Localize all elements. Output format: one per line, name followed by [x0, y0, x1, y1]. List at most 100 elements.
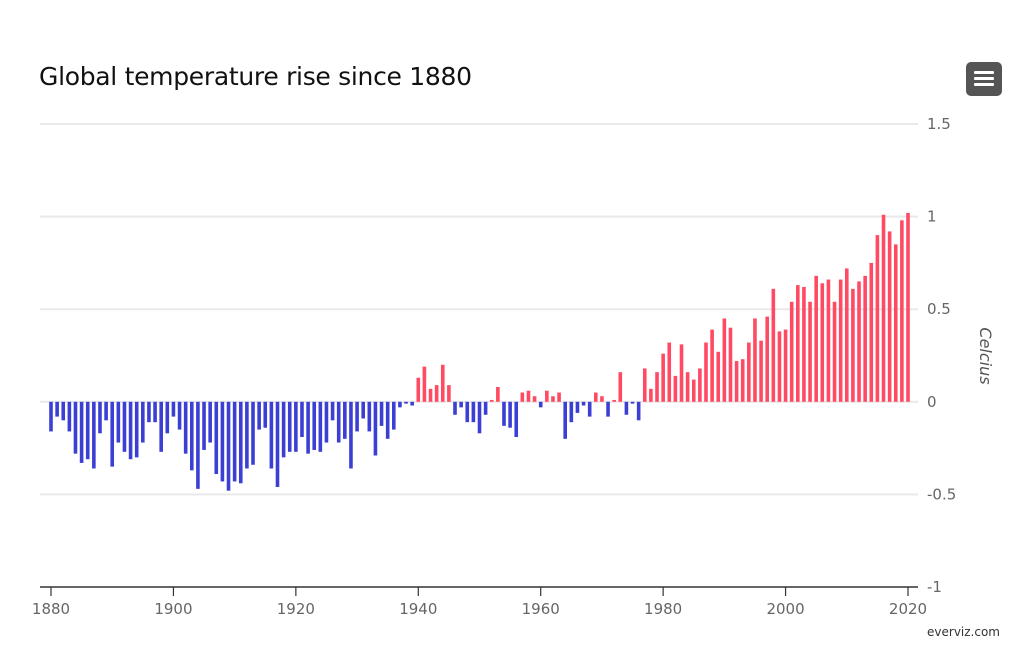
x-tick-label: 1960 — [522, 600, 560, 618]
bar-1979 — [655, 372, 659, 402]
bar-1963 — [557, 392, 561, 402]
bar-2007 — [826, 279, 831, 402]
bar-1923 — [312, 401, 317, 450]
bar-1897 — [153, 401, 157, 423]
bar-1962 — [551, 396, 555, 402]
bar-2009 — [838, 279, 843, 402]
hamburger-menu-icon — [974, 71, 994, 74]
bar-1883 — [67, 401, 72, 432]
bar-1933 — [373, 401, 378, 456]
bar-1882 — [61, 401, 66, 421]
bar-2004 — [808, 301, 812, 402]
bar-1995 — [753, 318, 757, 402]
bar-2005 — [814, 275, 818, 402]
bar-1920 — [294, 401, 298, 452]
bar-2001 — [789, 301, 794, 402]
bar-2010 — [844, 268, 849, 402]
y-tick-label: 1.5 — [927, 115, 951, 133]
bar-1890 — [110, 401, 115, 467]
x-tick-label: 2020 — [889, 600, 927, 618]
bar-1954 — [502, 401, 506, 426]
bar-1957 — [520, 392, 525, 402]
bar-2003 — [802, 286, 806, 402]
bar-2008 — [832, 301, 837, 402]
bar-1907 — [214, 401, 219, 475]
chart-menu-button[interactable] — [966, 62, 1002, 96]
bar-1955 — [508, 401, 512, 428]
bar-1972 — [612, 399, 616, 402]
y-tick-label: 0 — [927, 393, 937, 411]
bar-2013 — [863, 275, 867, 402]
bar-1899 — [165, 401, 170, 434]
bar-1938 — [404, 401, 408, 404]
bar-1973 — [618, 372, 623, 402]
bar-1906 — [208, 401, 212, 443]
bar-1990 — [722, 318, 727, 402]
bar-1901 — [177, 401, 182, 430]
bar-1888 — [98, 401, 102, 434]
bar-1893 — [128, 401, 133, 460]
bar-1944 — [440, 364, 445, 402]
bar-1914 — [257, 401, 261, 430]
bar-1942 — [428, 388, 433, 402]
bar-1931 — [361, 401, 365, 419]
bar-1965 — [569, 401, 574, 423]
bar-1926 — [330, 401, 335, 421]
y-tick-label: 1 — [927, 208, 937, 226]
bar-1895 — [141, 401, 145, 443]
bar-1952 — [489, 399, 494, 402]
bar-1983 — [679, 344, 684, 402]
bar-1945 — [447, 385, 451, 402]
bar-1919 — [287, 401, 292, 452]
bar-1881 — [55, 401, 59, 417]
bar-1935 — [385, 401, 390, 439]
bar-1967 — [581, 401, 586, 406]
bar-1971 — [606, 401, 610, 417]
bar-1929 — [349, 401, 353, 469]
bar-1997 — [765, 316, 770, 402]
bar-1928 — [343, 401, 347, 439]
bar-1900 — [171, 401, 176, 417]
bar-2020 — [906, 212, 910, 402]
bar-1987 — [704, 342, 708, 402]
bar-1994 — [747, 342, 751, 402]
bar-1891 — [116, 401, 121, 443]
bar-1911 — [238, 401, 243, 484]
bar-1908 — [220, 401, 225, 482]
bar-1922 — [306, 401, 310, 454]
bar-1974 — [624, 401, 629, 415]
bar-2019 — [900, 220, 904, 402]
bar-1966 — [575, 401, 580, 413]
bar-1992 — [734, 361, 739, 402]
bar-1989 — [716, 351, 721, 402]
bar-1996 — [759, 340, 763, 402]
bar-1887 — [92, 401, 96, 469]
bar-1958 — [526, 390, 531, 402]
bar-1993 — [740, 359, 745, 402]
y-tick-label: -0.5 — [927, 485, 956, 503]
bar-1927 — [336, 401, 341, 443]
bar-1937 — [398, 401, 402, 408]
bar-1880 — [49, 401, 53, 432]
credit-link[interactable]: everviz.com — [927, 625, 1000, 639]
bar-1964 — [563, 401, 567, 439]
bar-1902 — [183, 401, 188, 454]
bar-1951 — [483, 401, 488, 415]
x-tick-label: 1940 — [399, 600, 437, 618]
bar-1912 — [245, 401, 249, 469]
bar-1948 — [465, 401, 470, 423]
bar-1921 — [300, 401, 304, 437]
bar-1968 — [587, 401, 592, 417]
bar-1905 — [202, 401, 206, 450]
bar-1981 — [667, 342, 672, 402]
bar-1886 — [85, 401, 90, 460]
bar-1916 — [269, 401, 274, 469]
x-tick-label: 1980 — [644, 600, 682, 618]
bar-1934 — [379, 401, 384, 426]
bar-1894 — [134, 401, 139, 458]
bar-1988 — [710, 329, 714, 402]
bar-1946 — [453, 401, 457, 415]
bar-1925 — [324, 401, 329, 443]
bar-1909 — [226, 401, 231, 491]
bar-1959 — [532, 396, 537, 402]
